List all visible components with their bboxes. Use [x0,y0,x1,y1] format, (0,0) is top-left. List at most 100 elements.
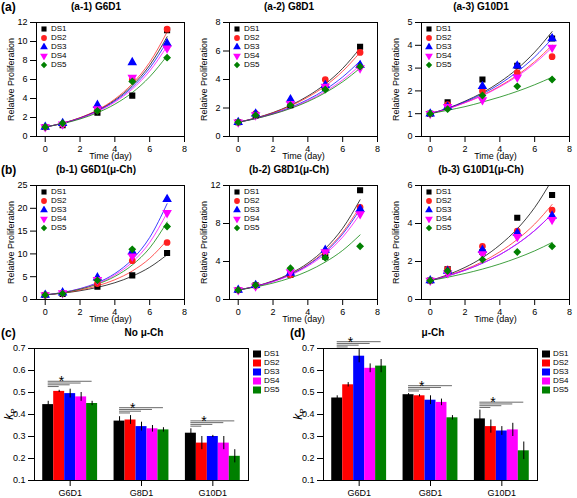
svg-text:0.1: 0.1 [13,475,26,485]
svg-text:Time (day): Time (day) [474,151,517,161]
svg-text:8: 8 [215,17,220,27]
svg-text:8: 8 [567,307,572,317]
svg-text:4: 4 [215,256,220,266]
svg-text:10: 10 [17,249,27,259]
svg-text:Relative Proliferation: Relative Proliferation [6,201,16,284]
svg-text:25: 25 [17,180,27,190]
svg-text:0: 0 [43,307,48,317]
svg-text:4: 4 [407,218,412,228]
svg-text:0.3: 0.3 [13,431,26,441]
svg-text:Time (day): Time (day) [89,151,132,161]
svg-text:4: 4 [22,93,27,103]
svg-text:0: 0 [215,131,220,141]
svg-text:8: 8 [215,218,220,228]
svg-text:Relative Proliferation: Relative Proliferation [391,38,401,121]
svg-text:8: 8 [375,144,380,154]
svg-text:15: 15 [17,226,27,236]
svg-text:2: 2 [407,86,412,96]
svg-text:*: * [59,373,65,389]
svg-text:2: 2 [463,144,468,154]
svg-text:0.5: 0.5 [13,387,26,397]
svg-text:0: 0 [215,294,220,304]
svg-text:Time (day): Time (day) [282,151,325,161]
svg-text:0.2: 0.2 [13,453,26,463]
svg-text:0: 0 [22,294,27,304]
svg-text:10: 10 [17,36,27,46]
svg-text:0.6: 0.6 [13,365,26,375]
svg-text:6: 6 [22,74,27,84]
svg-text:3: 3 [407,63,412,73]
svg-text:8: 8 [182,307,187,317]
html-text:(d): (d) [290,326,306,340]
svg-text:6: 6 [532,144,537,154]
svg-text:0: 0 [428,144,433,154]
svg-text:6: 6 [147,144,152,154]
svg-text:6: 6 [147,307,152,317]
svg-text:G8D1: G8D1 [419,488,443,498]
svg-text:6: 6 [340,307,345,317]
svg-text:0: 0 [43,144,48,154]
svg-text:0: 0 [22,131,27,141]
svg-text:G6D1: G6D1 [347,488,371,498]
svg-text:6: 6 [340,144,345,154]
svg-text:12: 12 [210,180,220,190]
html-text:(a-3) G10D1: (a-3) G10D1 [453,1,509,12]
svg-text:0.2: 0.2 [302,453,315,463]
svg-text:6: 6 [532,307,537,317]
html-text:(b): (b) [1,163,17,177]
svg-text:20: 20 [17,203,27,213]
svg-text:0.1: 0.1 [302,475,315,485]
svg-text:2: 2 [271,144,276,154]
svg-text:0: 0 [407,131,412,141]
svg-text:8: 8 [22,55,27,65]
svg-text:G8D1: G8D1 [130,488,154,498]
svg-text:5: 5 [407,17,412,27]
html-text:(a): (a) [1,0,16,14]
svg-text:*: * [490,394,496,410]
html-text:(c): (c) [1,326,16,340]
svg-text:2: 2 [78,307,83,317]
svg-text:G10D1: G10D1 [199,488,228,498]
svg-text:Relative Proliferation: Relative Proliferation [6,38,16,121]
svg-text:Time (day): Time (day) [474,314,517,324]
svg-text:0.5: 0.5 [302,387,315,397]
svg-text:2: 2 [463,307,468,317]
svg-text:*: * [201,413,207,429]
svg-text:2: 2 [215,103,220,113]
svg-text:0: 0 [236,307,241,317]
svg-text:2: 2 [407,256,412,266]
svg-text:6: 6 [215,46,220,56]
svg-text:0: 0 [407,294,412,304]
svg-text:8: 8 [182,144,187,154]
svg-text:8: 8 [375,307,380,317]
svg-text:Relative Proliferation: Relative Proliferation [391,201,401,284]
svg-text:0: 0 [428,307,433,317]
svg-text:Relative Proliferation: Relative Proliferation [199,38,209,121]
html-text:(b-1) G6D1(μ-Ch): (b-1) G6D1(μ-Ch) [56,164,136,175]
svg-text:0.3: 0.3 [302,431,315,441]
html-text:(a-1) G6D1: (a-1) G6D1 [71,1,121,12]
svg-text:4: 4 [215,74,220,84]
svg-text:*: * [348,334,354,350]
svg-text:2: 2 [22,112,27,122]
svg-text:0.6: 0.6 [302,365,315,375]
svg-text:4: 4 [407,40,412,50]
svg-text:1: 1 [407,109,412,119]
svg-text:0: 0 [236,144,241,154]
svg-text:*: * [419,378,425,394]
svg-text:5: 5 [22,272,27,282]
svg-text:6: 6 [407,180,412,190]
svg-text:8: 8 [567,144,572,154]
svg-text:G6D1: G6D1 [58,488,82,498]
svg-text:2: 2 [271,307,276,317]
svg-text:0.7: 0.7 [302,343,315,353]
svg-text:*: * [130,400,136,416]
svg-text:G10D1: G10D1 [488,488,517,498]
svg-text:Relative Proliferation: Relative Proliferation [199,201,209,284]
svg-text:2: 2 [78,144,83,154]
svg-text:Time (day): Time (day) [89,314,132,324]
svg-text:Time (day): Time (day) [282,314,325,324]
svg-text:0.7: 0.7 [13,343,26,353]
svg-text:12: 12 [17,17,27,27]
html-text:(a-2) G8D1: (a-2) G8D1 [264,1,314,12]
